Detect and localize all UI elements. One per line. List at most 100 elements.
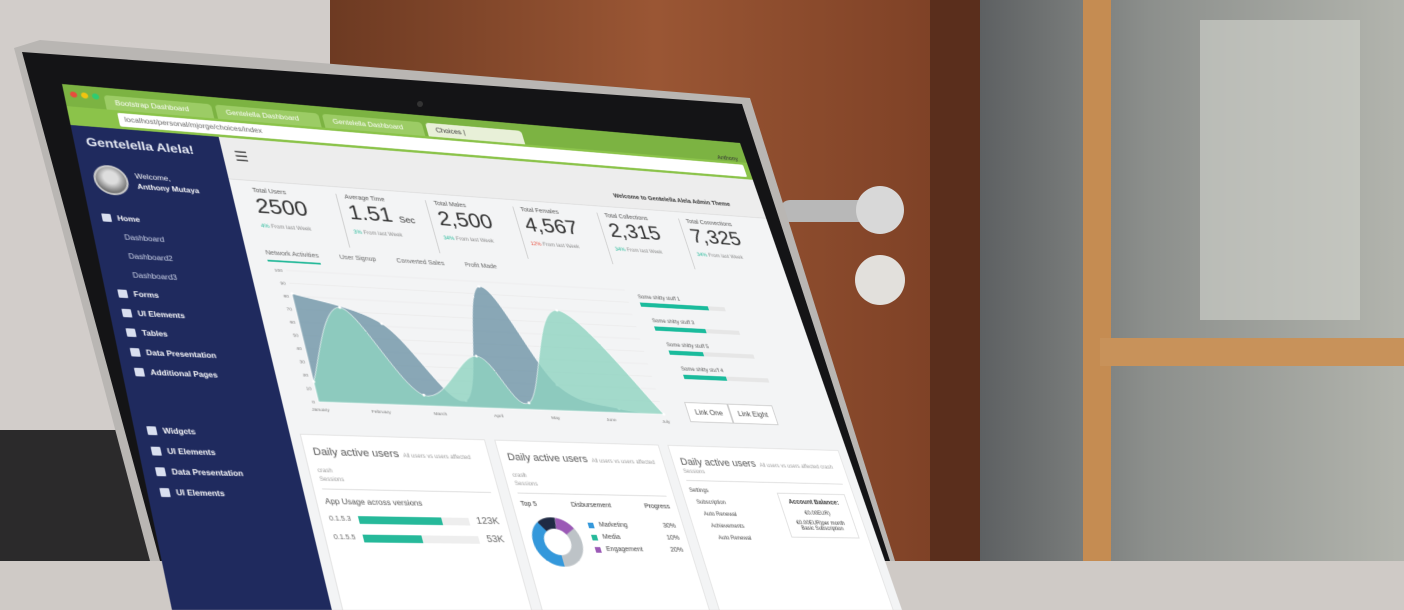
progress-fill	[654, 326, 707, 334]
usage-bar-fill	[362, 534, 424, 543]
widget-title: Daily active users	[505, 451, 589, 465]
progress-item: Some shitty stuff 5	[666, 343, 783, 360]
sidebar-item[interactable]: Data Presentation	[154, 461, 290, 485]
progress-item: Some shitty stuff 3	[652, 319, 775, 337]
donut-legend: Marketing 30% Media 10% Engagement 20%	[586, 516, 690, 569]
nav-icon	[121, 308, 133, 318]
menu-toggle-icon[interactable]: ☰	[233, 149, 251, 166]
nav-spacer	[137, 382, 276, 425]
x-tick-label: February	[371, 409, 392, 415]
stat-change: 34%	[443, 235, 456, 242]
col-progress: Progress	[643, 503, 671, 511]
nav-icon	[101, 213, 113, 223]
progress-list: Some shitty stuff 1 Some shitty stuff 3 So…	[637, 295, 795, 395]
legend-swatch	[594, 546, 602, 553]
network-activity-chart: 0 10 20 30 40 50 60 70 80 90 100 January February Mar…	[274, 268, 672, 424]
legend-item: Marketing 30%	[587, 522, 677, 530]
area-series-2	[293, 296, 664, 414]
usage-value: 53K	[485, 534, 506, 546]
usage-bar-fill	[358, 515, 443, 525]
widget-title: Daily active users	[311, 446, 401, 460]
usage-row: 0.1.5.3 123K	[328, 514, 501, 527]
x-tick-label: January	[311, 407, 331, 413]
webcam	[417, 101, 423, 107]
usage-row: 0.1.5.5 53K	[333, 532, 506, 546]
legend-value: 10%	[665, 534, 681, 542]
widget-subtitle: Sessions	[682, 469, 706, 476]
link-eight-button[interactable]: Link Eight	[727, 403, 779, 426]
y-tick-label: 0	[311, 399, 315, 404]
progress-bar	[683, 374, 770, 383]
progress-item: Some shitty stuff 4	[681, 367, 791, 384]
sidebar-item-label: Home	[116, 214, 141, 224]
progress-item: Some shitty stuff 1	[637, 295, 767, 314]
shelf-board	[1100, 338, 1404, 366]
data-point	[290, 292, 294, 295]
usage-label: 0.1.5.5	[333, 534, 357, 542]
nav-icon	[129, 347, 141, 357]
nav-icon	[154, 467, 167, 477]
legend-value: 30%	[662, 522, 677, 530]
nav-icon	[125, 328, 137, 338]
nav-icon	[133, 367, 146, 377]
sidebar-item-label: UI Elements	[166, 447, 217, 458]
door-lock	[855, 255, 905, 305]
y-tick-label: 70	[286, 307, 293, 312]
link-one-button[interactable]: Link One	[684, 402, 734, 424]
widget-subtitle: Sessions	[319, 476, 346, 484]
app-usage-title: App Usage across versions	[324, 497, 424, 508]
legend-swatch	[590, 534, 599, 541]
stat-number: 1.51	[345, 201, 396, 227]
door-handle	[780, 200, 880, 222]
stat-note: From last Week	[707, 253, 744, 261]
stat-number: 2,500	[435, 207, 496, 234]
data-point	[662, 412, 666, 416]
sidebar-item[interactable]: UI Elements	[158, 482, 295, 505]
sidebar-item-label: Dashboard	[123, 233, 166, 244]
laptop-screen: Bootstrap Dashboard Gentelella Dashboard…	[62, 84, 902, 610]
sidebar-item-label: Forms	[132, 290, 160, 300]
x-tick-label: April	[493, 413, 504, 418]
legend-label: Engagement	[605, 546, 644, 554]
legend-label: Media	[601, 534, 622, 541]
sidebar-item-label: Widgets	[162, 426, 197, 437]
y-tick-label: 80	[283, 294, 290, 299]
stat-change: 12%	[530, 241, 543, 248]
sidebar-item-label: Data Presentation	[145, 348, 218, 361]
sidebar-item-label: Additional Pages	[149, 368, 219, 380]
account-title: Account Balance:	[787, 499, 840, 507]
y-tick-label: 10	[305, 386, 312, 391]
sidebar-item-label: UI Elements	[175, 488, 226, 499]
sidebar-item-label: UI Elements	[136, 309, 186, 321]
legend-label: Marketing	[598, 521, 629, 529]
nav-icon	[150, 446, 162, 456]
stat-change: 4%	[260, 223, 271, 230]
x-tick-label: July	[661, 419, 671, 424]
progress-bar	[668, 350, 755, 359]
stat-tile: Total Users 2500 4% From last Week	[244, 187, 350, 247]
y-tick-label: 50	[292, 333, 299, 338]
stat-unit: Sec	[398, 215, 417, 226]
usage-value: 123K	[475, 516, 501, 527]
window-light	[1200, 20, 1360, 320]
y-tick-label: 60	[289, 320, 296, 325]
door-handle-rose	[856, 186, 904, 234]
stat-number: 4,567	[521, 213, 581, 240]
widget-note: All users vs users affected crash	[759, 463, 834, 471]
sidebar-item-label: Dashboard2	[127, 252, 174, 263]
legend-value: 20%	[669, 546, 685, 554]
nav-icon	[117, 289, 129, 299]
gridline	[286, 270, 625, 290]
legend-item: Media 10%	[590, 534, 681, 542]
y-tick-label: 100	[274, 268, 284, 273]
link-buttons: Link One Link Eight	[684, 402, 779, 426]
widget-title: Daily active users	[678, 456, 758, 470]
progress-fill	[668, 350, 705, 357]
progress-fill	[683, 374, 728, 381]
stat-change: 34%	[614, 247, 627, 253]
stat-change: 34%	[696, 252, 709, 259]
y-tick-label: 40	[296, 346, 303, 351]
window-controls[interactable]	[69, 91, 100, 100]
stat-number: 2500	[253, 194, 311, 222]
y-tick-label: 90	[280, 281, 287, 286]
